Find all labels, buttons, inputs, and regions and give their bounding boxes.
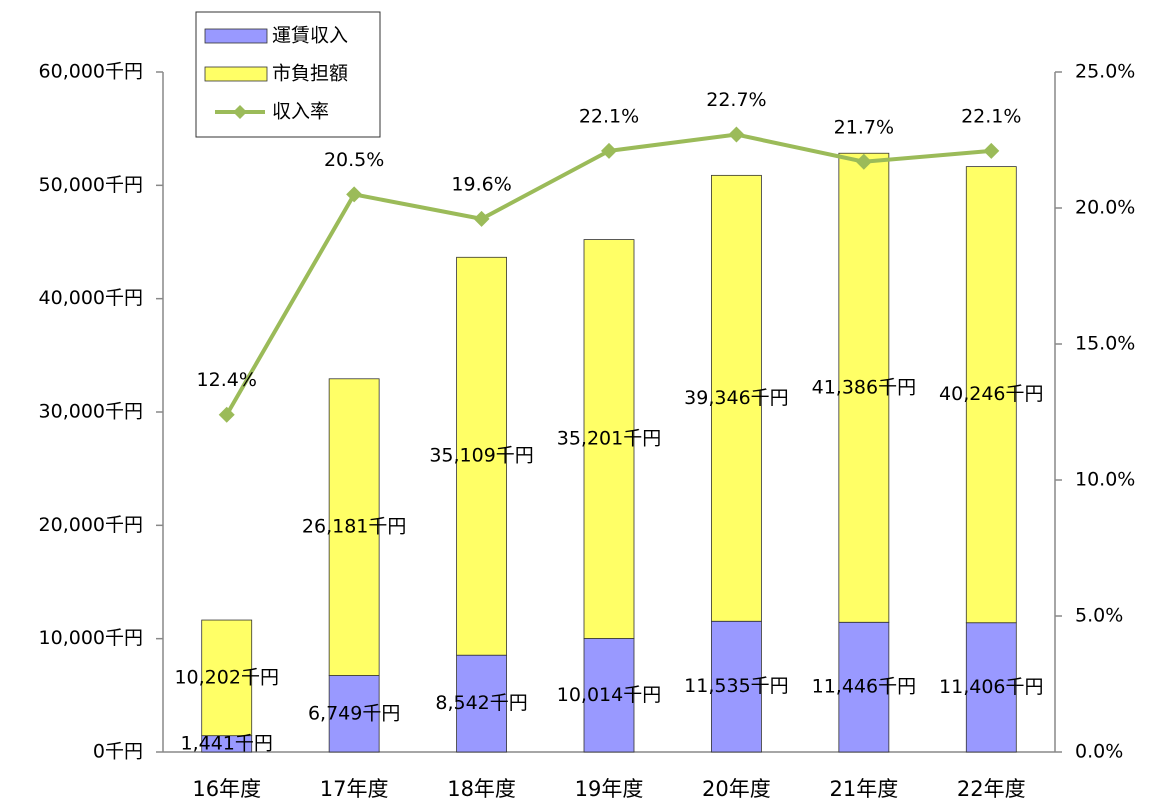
data-label: 39,346千円: [684, 387, 788, 409]
y-tick-label: 0千円: [93, 741, 143, 763]
y-tick-label: 20,000千円: [39, 514, 143, 536]
bar-segment: [711, 620, 762, 753]
bar-segment: [456, 256, 507, 656]
x-tick-label: 18年度: [447, 777, 516, 801]
y-tick-label: 50,000千円: [39, 174, 143, 196]
data-label: 11,535千円: [684, 675, 788, 697]
line-marker: [218, 406, 235, 423]
line-marker: [728, 126, 745, 143]
x-tick-label: 17年度: [320, 777, 389, 801]
y2-tick-label: 25.0%: [1075, 61, 1135, 83]
data-label: 35,109千円: [429, 445, 533, 467]
data-label: 6,749千円: [308, 702, 400, 724]
line-marker: [983, 142, 1000, 159]
y-tick-label: 30,000千円: [39, 401, 143, 423]
legend-marker: [233, 105, 247, 119]
data-label: 41,386千円: [812, 376, 916, 398]
line-marker: [473, 210, 490, 227]
data-label: 26,181千円: [302, 516, 406, 538]
data-label: 12.4%: [197, 369, 257, 391]
data-label: 22.1%: [579, 105, 639, 127]
line-marker: [601, 142, 617, 159]
data-label: 22.1%: [961, 105, 1021, 127]
line-marker: [346, 186, 363, 203]
data-label: 11,446千円: [812, 676, 916, 698]
y-tick-label: 40,000千円: [39, 287, 143, 309]
bar-segment: [838, 152, 890, 623]
legend-swatch: [204, 66, 268, 82]
data-label: 11,406千円: [939, 676, 1043, 698]
bar-segment: [201, 619, 253, 737]
data-label: 40,246千円: [939, 383, 1043, 405]
y2-tick-label: 15.0%: [1075, 333, 1135, 355]
x-tick-label: 19年度: [575, 777, 644, 801]
legend-label: 収入率: [272, 101, 329, 123]
bar-segment: [328, 378, 380, 676]
y-tick-label: 10,000千円: [39, 627, 143, 649]
data-label: 10,014千円: [557, 684, 661, 706]
bar-segment: [965, 622, 1017, 753]
legend-label: 市負担額: [272, 63, 348, 85]
data-label: 8,542千円: [435, 692, 527, 714]
line-marker: [855, 153, 872, 170]
x-tick-label: 22年度: [957, 777, 1026, 801]
bar-segment: [456, 654, 507, 753]
data-label: 21.7%: [834, 116, 894, 138]
legend-label: 運賃収入: [272, 25, 348, 47]
data-label: 1,441千円: [181, 732, 273, 754]
y2-tick-label: 20.0%: [1075, 197, 1135, 219]
legend-swatch: [204, 28, 268, 44]
data-label: 35,201千円: [557, 428, 661, 450]
y2-tick-label: 0.0%: [1075, 741, 1123, 763]
bar-segment: [583, 638, 635, 753]
y2-tick-label: 5.0%: [1075, 605, 1123, 627]
data-label: 22.7%: [706, 89, 766, 111]
data-label: 10,202千円: [174, 666, 278, 688]
data-label: 19.6%: [451, 173, 511, 195]
bar-segment: [711, 174, 762, 622]
bar-segment: [583, 239, 635, 639]
bar-segment: [965, 166, 1017, 624]
y-tick-label: 60,000千円: [39, 61, 143, 83]
y2-tick-label: 10.0%: [1075, 469, 1135, 491]
bar-segment: [328, 675, 380, 753]
x-tick-label: 16年度: [192, 777, 261, 801]
data-label: 20.5%: [324, 149, 384, 171]
x-tick-label: 21年度: [829, 777, 898, 801]
bar-segment: [838, 621, 890, 753]
x-tick-label: 20年度: [702, 777, 771, 801]
